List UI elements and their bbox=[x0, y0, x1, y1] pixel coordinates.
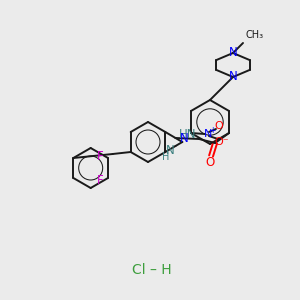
Text: N: N bbox=[204, 129, 212, 139]
Text: F: F bbox=[97, 173, 103, 187]
Text: CH₃: CH₃ bbox=[246, 30, 264, 40]
Text: O: O bbox=[206, 155, 215, 169]
Text: Cl – H: Cl – H bbox=[132, 263, 172, 277]
Text: O: O bbox=[214, 121, 223, 131]
Text: N: N bbox=[229, 46, 237, 59]
Text: +: + bbox=[209, 126, 216, 135]
Text: N: N bbox=[180, 131, 189, 145]
Text: H: H bbox=[162, 152, 169, 162]
Text: O⁻: O⁻ bbox=[214, 137, 229, 147]
Text: N: N bbox=[229, 70, 237, 83]
Text: N: N bbox=[166, 145, 175, 158]
Text: F: F bbox=[97, 149, 103, 163]
Text: HN: HN bbox=[178, 128, 196, 142]
